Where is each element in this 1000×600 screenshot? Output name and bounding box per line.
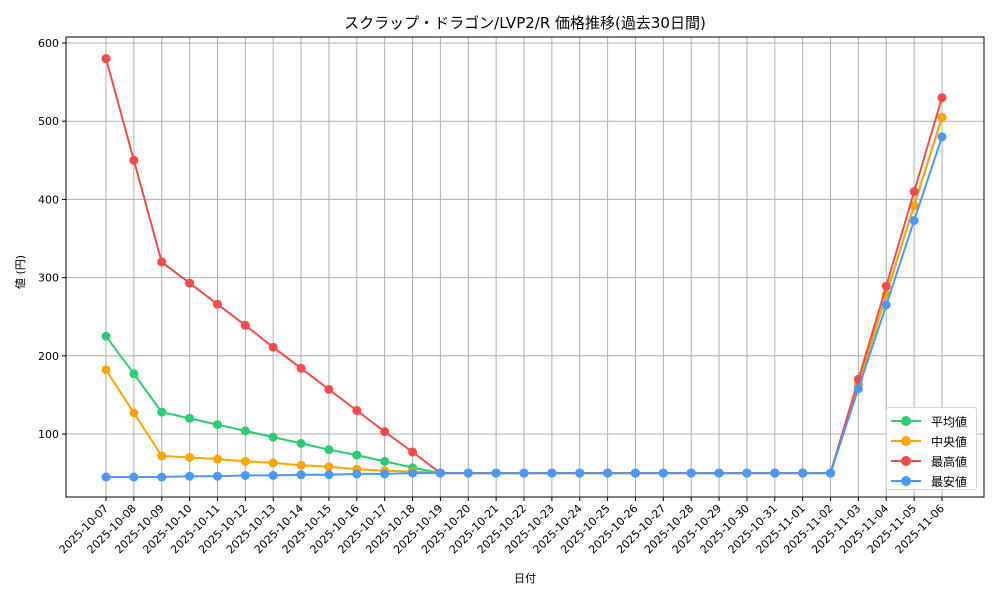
data-point[interactable]: [157, 257, 167, 267]
data-point[interactable]: [240, 470, 250, 480]
data-point[interactable]: [798, 468, 808, 478]
data-point[interactable]: [240, 456, 250, 466]
y-tick-label: 100: [38, 428, 59, 441]
y-tick-label: 400: [38, 193, 59, 206]
data-point[interactable]: [101, 472, 111, 482]
data-point[interactable]: [408, 447, 418, 457]
data-point[interactable]: [324, 470, 334, 480]
x-axis-label: 日付: [514, 572, 536, 585]
legend-label: 最高値: [931, 454, 968, 469]
legend-item: 中央値: [891, 431, 976, 451]
plot-frame: [65, 36, 985, 498]
legend-marker-icon: [891, 435, 921, 447]
data-point[interactable]: [129, 369, 139, 379]
data-point[interactable]: [435, 468, 445, 478]
data-point[interactable]: [658, 468, 668, 478]
data-point[interactable]: [185, 278, 195, 288]
data-point[interactable]: [296, 363, 306, 373]
data-point[interactable]: [826, 468, 836, 478]
data-point[interactable]: [770, 468, 780, 478]
data-point[interactable]: [937, 112, 947, 122]
data-point[interactable]: [909, 216, 919, 226]
data-point[interactable]: [686, 468, 696, 478]
x-axis: 2025-10-072025-10-082025-10-092025-10-10…: [57, 497, 947, 556]
data-point[interactable]: [380, 469, 390, 479]
data-point[interactable]: [463, 468, 473, 478]
y-tick-label: 200: [38, 350, 59, 363]
legend-label: 中央値: [931, 434, 968, 449]
legend-label: 最安値: [931, 474, 968, 489]
data-point[interactable]: [129, 472, 139, 482]
data-point[interactable]: [185, 452, 195, 462]
series-layer: [101, 54, 947, 482]
data-point[interactable]: [519, 468, 529, 478]
data-point[interactable]: [352, 450, 362, 460]
data-point[interactable]: [352, 469, 362, 479]
data-point[interactable]: [268, 470, 278, 480]
legend-item: 最高値: [891, 451, 976, 471]
series-3: [101, 132, 947, 482]
data-point[interactable]: [714, 468, 724, 478]
y-axis-label: 値 (円): [14, 255, 27, 289]
data-point[interactable]: [881, 300, 891, 310]
data-point[interactable]: [575, 468, 585, 478]
data-point[interactable]: [240, 320, 250, 330]
data-point[interactable]: [630, 468, 640, 478]
data-point[interactable]: [101, 331, 111, 341]
data-point[interactable]: [101, 365, 111, 375]
data-point[interactable]: [881, 281, 891, 291]
data-point[interactable]: [408, 468, 418, 478]
legend-marker-icon: [891, 475, 921, 487]
data-point[interactable]: [491, 468, 501, 478]
data-point[interactable]: [240, 426, 250, 436]
data-point[interactable]: [853, 384, 863, 394]
legend: 平均値中央値最高値最安値: [886, 407, 977, 490]
data-point[interactable]: [296, 470, 306, 480]
legend-item: 平均値: [891, 411, 976, 431]
data-point[interactable]: [380, 456, 390, 466]
data-point[interactable]: [324, 445, 334, 455]
legend-label: 平均値: [931, 414, 968, 429]
data-point[interactable]: [937, 93, 947, 103]
data-point[interactable]: [296, 460, 306, 470]
data-point[interactable]: [212, 299, 222, 309]
data-point[interactable]: [380, 427, 390, 437]
data-point[interactable]: [324, 384, 334, 394]
data-point[interactable]: [157, 451, 167, 461]
chart-title: スクラップ・ドラゴン/LVP2/R 価格推移(過去30日間): [344, 14, 706, 32]
legend-item: 最安値: [891, 471, 976, 491]
data-point[interactable]: [742, 468, 752, 478]
data-point[interactable]: [212, 471, 222, 481]
data-point[interactable]: [101, 54, 111, 64]
data-point[interactable]: [937, 132, 947, 142]
data-point[interactable]: [603, 468, 613, 478]
data-point[interactable]: [547, 468, 557, 478]
y-tick-label: 600: [38, 37, 59, 50]
data-point[interactable]: [296, 438, 306, 448]
data-point[interactable]: [157, 472, 167, 482]
data-point[interactable]: [129, 155, 139, 165]
legend-marker-icon: [891, 415, 921, 427]
legend-marker-icon: [891, 455, 921, 467]
data-point[interactable]: [129, 408, 139, 418]
data-point[interactable]: [268, 342, 278, 352]
data-point[interactable]: [909, 187, 919, 197]
data-point[interactable]: [212, 420, 222, 430]
data-point[interactable]: [268, 432, 278, 442]
data-point[interactable]: [157, 407, 167, 417]
data-point[interactable]: [268, 458, 278, 468]
data-point[interactable]: [352, 406, 362, 416]
data-point[interactable]: [185, 413, 195, 423]
y-tick-label: 300: [38, 272, 59, 285]
y-axis: 100 200 300 400 500 600: [38, 37, 66, 441]
data-point[interactable]: [324, 462, 334, 472]
data-point[interactable]: [909, 201, 919, 211]
y-tick-label: 500: [38, 115, 59, 128]
data-point[interactable]: [212, 454, 222, 464]
data-point[interactable]: [185, 471, 195, 481]
